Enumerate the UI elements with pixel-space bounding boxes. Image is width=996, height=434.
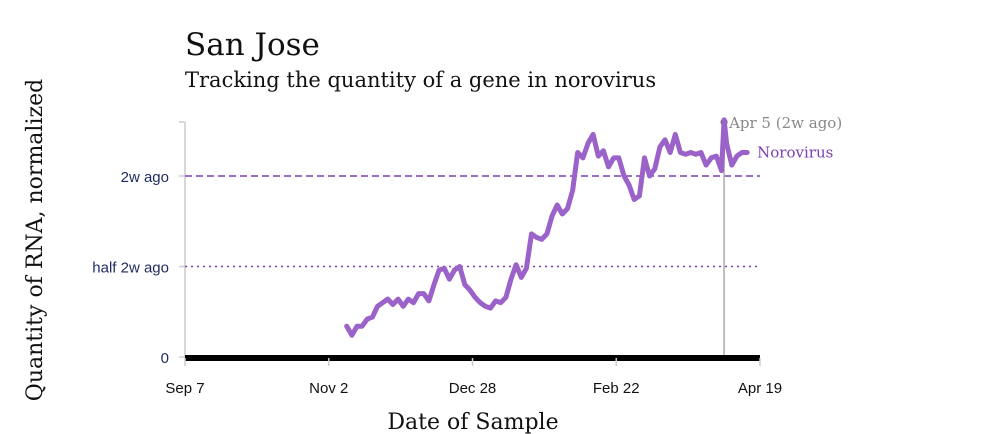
reference-lines (185, 175, 760, 268)
x-tick-label: Feb 22 (593, 380, 640, 397)
chart-subtitle: Tracking the quantity of a gene in norov… (185, 68, 656, 92)
y-tick-label: half 2w ago (92, 260, 169, 277)
series-line-0 (344, 117, 750, 338)
x-tick-label: Dec 28 (449, 380, 497, 397)
series-label: Norovirus (757, 143, 833, 161)
series-group: Norovirus (344, 117, 833, 338)
x-tick-label: Apr 19 (738, 380, 782, 397)
x-axis-label: Date of Sample (387, 410, 558, 434)
y-tick-label: 2w ago (121, 169, 169, 186)
x-axis-ticks: Sep 7 Nov 2 Dec 28 Feb 22 Apr 19 (165, 358, 782, 397)
y-axis-label: Quantity of RNA, normalized (23, 79, 48, 401)
x-tick-label: Nov 2 (309, 380, 348, 397)
chart-title: San Jose (185, 27, 320, 63)
y-tick-label: 0 (161, 350, 169, 367)
highlight-label: Apr 5 (2w ago) (728, 114, 842, 132)
x-tick-label: Sep 7 (165, 380, 204, 397)
y-axis-ticks: 0 half 2w ago 2w ago (92, 121, 185, 367)
